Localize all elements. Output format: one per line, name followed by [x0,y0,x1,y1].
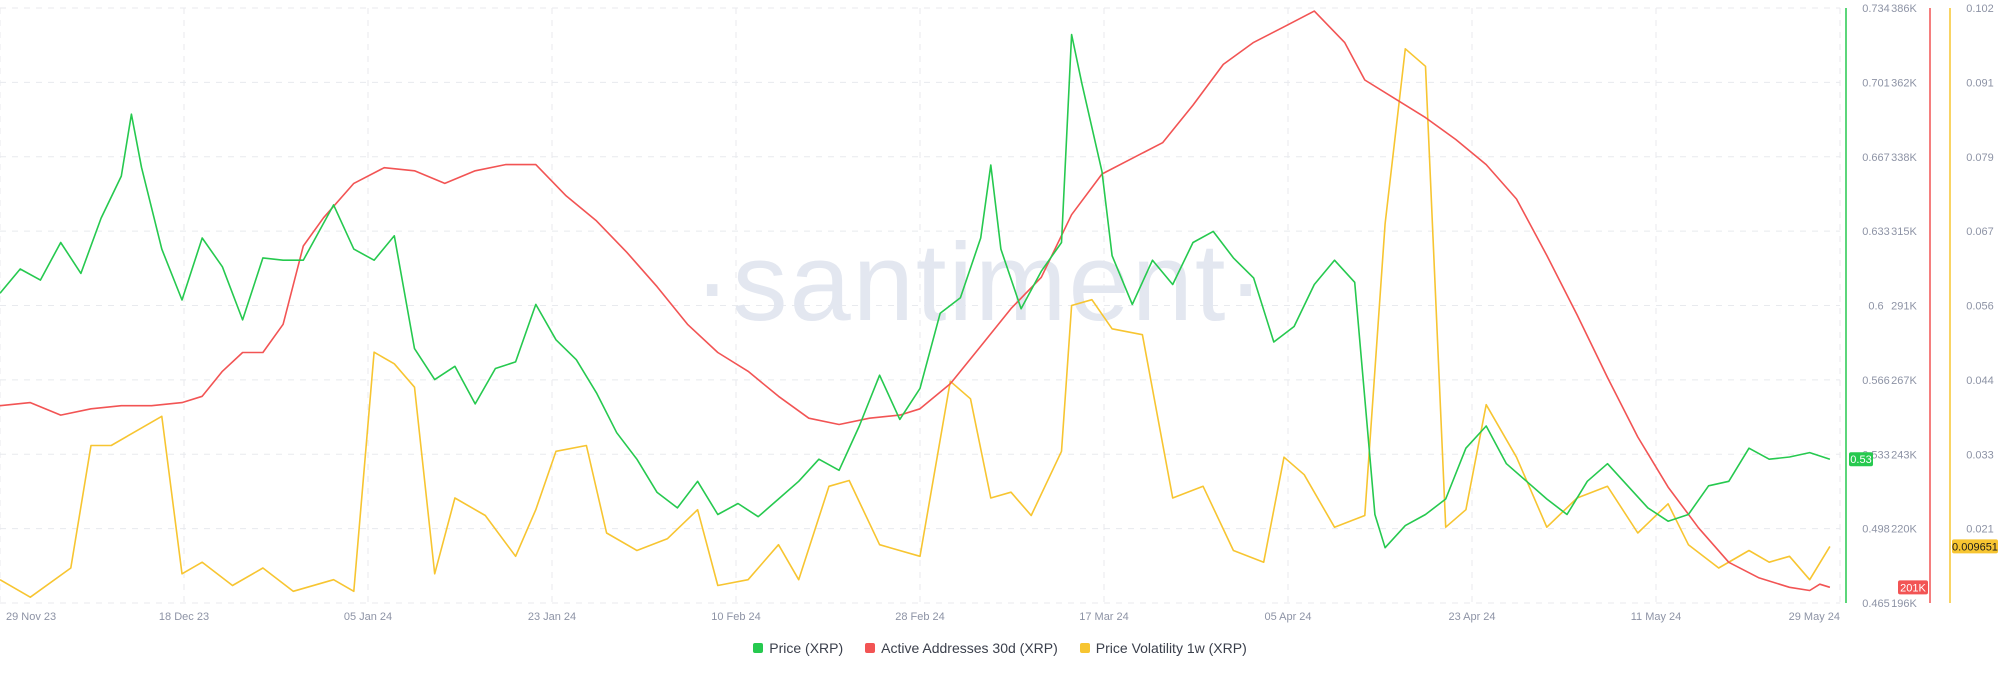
x-tick-label: 29 Nov 23 [6,611,56,623]
legend-swatch [1079,643,1090,653]
y-tick-label-addresses: 338K [1891,152,1917,164]
last-value-badge-addresses [1898,580,1928,595]
y-tick-label-volatility: 0.079 [1966,152,1994,164]
y-tick-label-price: 0.566 [1862,375,1890,387]
last-value-label-price: 0.53 [1850,454,1871,466]
legend-item-volatility[interactable]: Price Volatility 1w (XRP) [1079,640,1247,656]
y-tick-label-volatility: 0.021 [1966,524,1994,536]
y-tick-label-addresses: 315K [1891,226,1917,238]
axis-layer: 29 Nov 23 18 Dec 23 05 Jan 24 23 Jan 24 10 F… [6,3,1998,623]
legend-item-price[interactable]: Price (XRP) [753,640,843,656]
series-line-price [0,33,1831,549]
series-line-volatility [0,48,1831,598]
y-tick-label-volatility: 0.033 [1966,449,1994,461]
y-tick-label-addresses: 386K [1891,3,1917,15]
y-tick-label-volatility: 0.102 [1966,3,1994,15]
x-tick-label: 11 May 24 [1631,611,1682,623]
last-value-badge-volatility [1952,539,1998,554]
y-tick-label-price: 0.633 [1862,226,1890,238]
legend-label: Price Volatility 1w (XRP) [1095,640,1247,656]
y-tick-label-volatility: 0.056 [1966,301,1994,313]
series-layer [0,10,1831,598]
legend-label: Active Addresses 30d (XRP) [881,640,1058,656]
last-value-badge-price [1849,452,1873,467]
y-tick-label-price: 0.498 [1862,524,1890,536]
y-tick-label-price: 0.6 [1868,301,1883,313]
x-tick-label: 28 Feb 24 [895,611,945,623]
legend-swatch [865,643,876,653]
x-tick-label: 18 Dec 23 [159,611,209,623]
x-tick-label: 23 Jan 24 [528,611,576,623]
y-tick-label-addresses: 291K [1891,301,1917,313]
y-tick-label-addresses: 243K [1891,449,1917,461]
y-tick-label-price: 0.667 [1862,152,1890,164]
last-value-label-addresses: 201K [1900,582,1926,594]
chart-legend: Price (XRP) Active Addresses 30d (XRP) Pri… [0,640,2000,656]
y-tick-label-volatility: 0.044 [1966,375,1994,387]
legend-swatch [753,643,764,653]
series-line-addresses [0,10,1831,592]
last-value-label-volatility: 0.009651 [1952,541,1998,553]
x-tick-label: 10 Feb 24 [711,611,761,623]
y-tick-label-volatility: 0.091 [1966,77,1994,89]
x-tick-label: 29 May 24 [1789,611,1840,623]
legend-label: Price (XRP) [769,640,844,656]
y-tick-label-addresses: 220K [1891,524,1917,536]
y-tick-label-price: 0.465 [1862,598,1890,610]
x-tick-label: 17 Mar 24 [1079,611,1129,623]
y-tick-label-price: 0.734 [1862,3,1890,15]
y-tick-label-addresses: 196K [1891,598,1917,610]
x-tick-label: 05 Jan 24 [344,611,392,623]
x-tick-label: 05 Apr 24 [1264,611,1311,623]
x-tick-label: 23 Apr 24 [1448,611,1495,623]
y-tick-label-volatility: 0.067 [1966,226,1994,238]
legend-item-addresses[interactable]: Active Addresses 30d (XRP) [865,640,1058,656]
y-tick-label-addresses: 362K [1891,77,1917,89]
y-tick-label-addresses: 267K [1891,375,1917,387]
y-tick-label-price: 0.701 [1862,77,1890,89]
